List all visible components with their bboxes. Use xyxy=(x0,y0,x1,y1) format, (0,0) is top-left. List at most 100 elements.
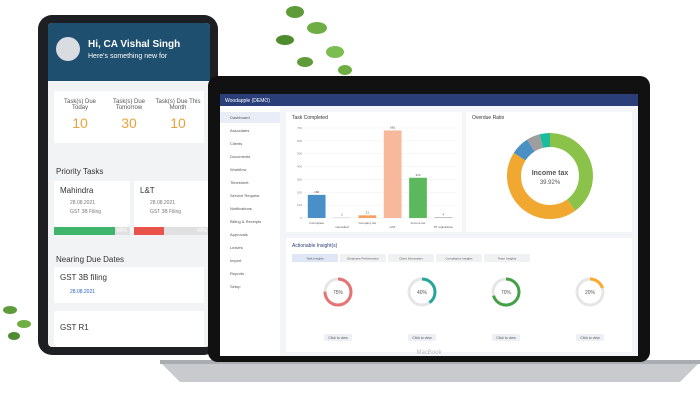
brand: Woodapple (DEMO) xyxy=(225,98,270,104)
x-tick-label: Income tax xyxy=(411,221,426,225)
menu-item[interactable]: Documents xyxy=(230,154,250,159)
button[interactable] xyxy=(492,334,520,341)
due-card: GST R1 xyxy=(54,311,204,347)
stat-value: 10 xyxy=(72,115,88,131)
progress-bar xyxy=(134,227,165,235)
stat-value: 30 xyxy=(121,115,137,131)
value-label: 4 xyxy=(442,212,444,216)
value-label: 313 xyxy=(415,173,420,177)
button[interactable] xyxy=(408,334,436,341)
avatar xyxy=(56,37,80,61)
y-tick-label: 100 xyxy=(297,203,302,207)
donut-segment xyxy=(507,133,593,219)
task-card: Mahindra 28.08.2021 GST 3B Filing 80% xyxy=(54,181,130,235)
value-label: 681 xyxy=(390,125,395,129)
tab-label[interactable]: Team Insights xyxy=(498,257,517,261)
menu-item[interactable]: Approvals xyxy=(230,232,248,237)
due-task: GST 3B filing xyxy=(60,273,107,282)
tab-label[interactable]: Compliance Insights xyxy=(445,257,473,261)
stat-label: Task(s) Due Tomorrow xyxy=(112,99,145,111)
y-tick-label: 300 xyxy=(297,177,302,181)
tab[interactable] xyxy=(484,254,530,262)
button[interactable] xyxy=(324,334,352,341)
menu-item[interactable]: Leaves xyxy=(230,245,243,250)
task-card: L&T 28.08.2021 GST 3B Filing 40% xyxy=(134,181,210,235)
menu-item[interactable]: Notifications xyxy=(230,206,252,211)
gauge-label: 20% xyxy=(585,290,596,296)
y-tick-label: 0 xyxy=(300,216,302,220)
tablet: Hi, CA Vishal Singh Here's something new… xyxy=(38,15,218,355)
gauge-arc xyxy=(323,277,353,307)
x-tick-label: Incomplete xyxy=(309,221,324,225)
gauge-label: 40% xyxy=(417,290,428,296)
button[interactable] xyxy=(576,334,604,341)
menu-item[interactable]: Workflow xyxy=(230,167,246,172)
bar xyxy=(434,217,453,218)
gauge-label: 75% xyxy=(333,290,344,296)
progress-label: 40% xyxy=(196,228,207,234)
button-label[interactable]: Click to view xyxy=(328,336,348,340)
progress-track: 80% xyxy=(54,227,130,235)
menu-item[interactable]: Dashboard xyxy=(230,115,250,120)
bar xyxy=(307,194,326,218)
menu-item[interactable]: Associates xyxy=(230,128,249,133)
progress-bar xyxy=(54,227,115,235)
value-label: 180 xyxy=(314,190,319,194)
gauge-arc xyxy=(575,277,605,307)
donut-label: Income tax xyxy=(532,170,569,177)
due-date: 28.08.2021 xyxy=(70,289,96,295)
menu-item[interactable]: Setup xyxy=(230,284,241,289)
stat-label: Task(s) Due This Month xyxy=(155,99,201,111)
task: GST 3B Filing xyxy=(150,209,182,215)
x-tick-label: GST xyxy=(390,225,396,229)
due-card: GST 3B filing 28.08.2021 xyxy=(54,267,204,303)
tab[interactable] xyxy=(340,254,386,262)
menu-item[interactable]: Reports xyxy=(230,271,244,276)
bar xyxy=(358,215,377,218)
tab-label[interactable]: Task Insights xyxy=(306,257,324,261)
chart-title: Overdue Ratio xyxy=(472,115,504,121)
tab[interactable] xyxy=(292,254,338,262)
section-title: Priority Tasks xyxy=(56,167,104,176)
greeting: Hi, CA Vishal Singh xyxy=(88,39,181,50)
subtitle: Here's something new for xyxy=(88,53,168,60)
due-task: GST R1 xyxy=(60,323,89,332)
x-tick-label: Company tax xyxy=(358,221,376,225)
stat: Task(s) Due Tomorrow 30 xyxy=(105,99,153,131)
tab-label[interactable]: Client Information xyxy=(399,257,423,261)
chart-title: Task Completed xyxy=(292,115,328,121)
menu-active xyxy=(220,112,280,123)
device-label: MacBook xyxy=(416,350,442,356)
stats-card xyxy=(54,91,204,143)
gauge-label: 70% xyxy=(501,290,512,296)
y-tick-label: 200 xyxy=(297,190,302,194)
x-tick-label: TP registration xyxy=(434,225,454,229)
stat-value: 10 xyxy=(170,115,186,131)
y-tick-label: 400 xyxy=(297,165,302,169)
donut-value: 39.92% xyxy=(540,180,561,186)
menu-item[interactable]: Clients xyxy=(230,141,242,146)
x-tick-label: Cancelled xyxy=(335,225,349,229)
tab[interactable] xyxy=(388,254,434,262)
laptop-base xyxy=(160,360,700,382)
plant xyxy=(3,306,31,340)
menu-item[interactable]: Import xyxy=(230,258,242,263)
button-label[interactable]: Click to view xyxy=(580,336,600,340)
tab[interactable] xyxy=(436,254,482,262)
menu-item[interactable]: Timesheet xyxy=(230,180,249,185)
button-label[interactable]: Click to view xyxy=(412,336,432,340)
button-label[interactable]: Click to view xyxy=(496,336,516,340)
header: Hi, CA Vishal Singh Here's something new… xyxy=(48,23,210,81)
tab-label[interactable]: Employee Performance xyxy=(347,257,379,261)
bar xyxy=(383,130,402,218)
gauge-arc xyxy=(407,277,437,307)
plant xyxy=(276,6,352,75)
menu-item[interactable]: Billing & Receipts xyxy=(230,219,261,224)
menu-item[interactable]: Service Request xyxy=(230,193,260,198)
donut-segment xyxy=(507,133,593,219)
section-title: Actionable Insight(s) xyxy=(292,243,338,249)
company: Mahindra xyxy=(60,186,94,195)
stat-label: Task(s) Due Today xyxy=(63,99,96,111)
progress-label: 80% xyxy=(116,228,127,234)
